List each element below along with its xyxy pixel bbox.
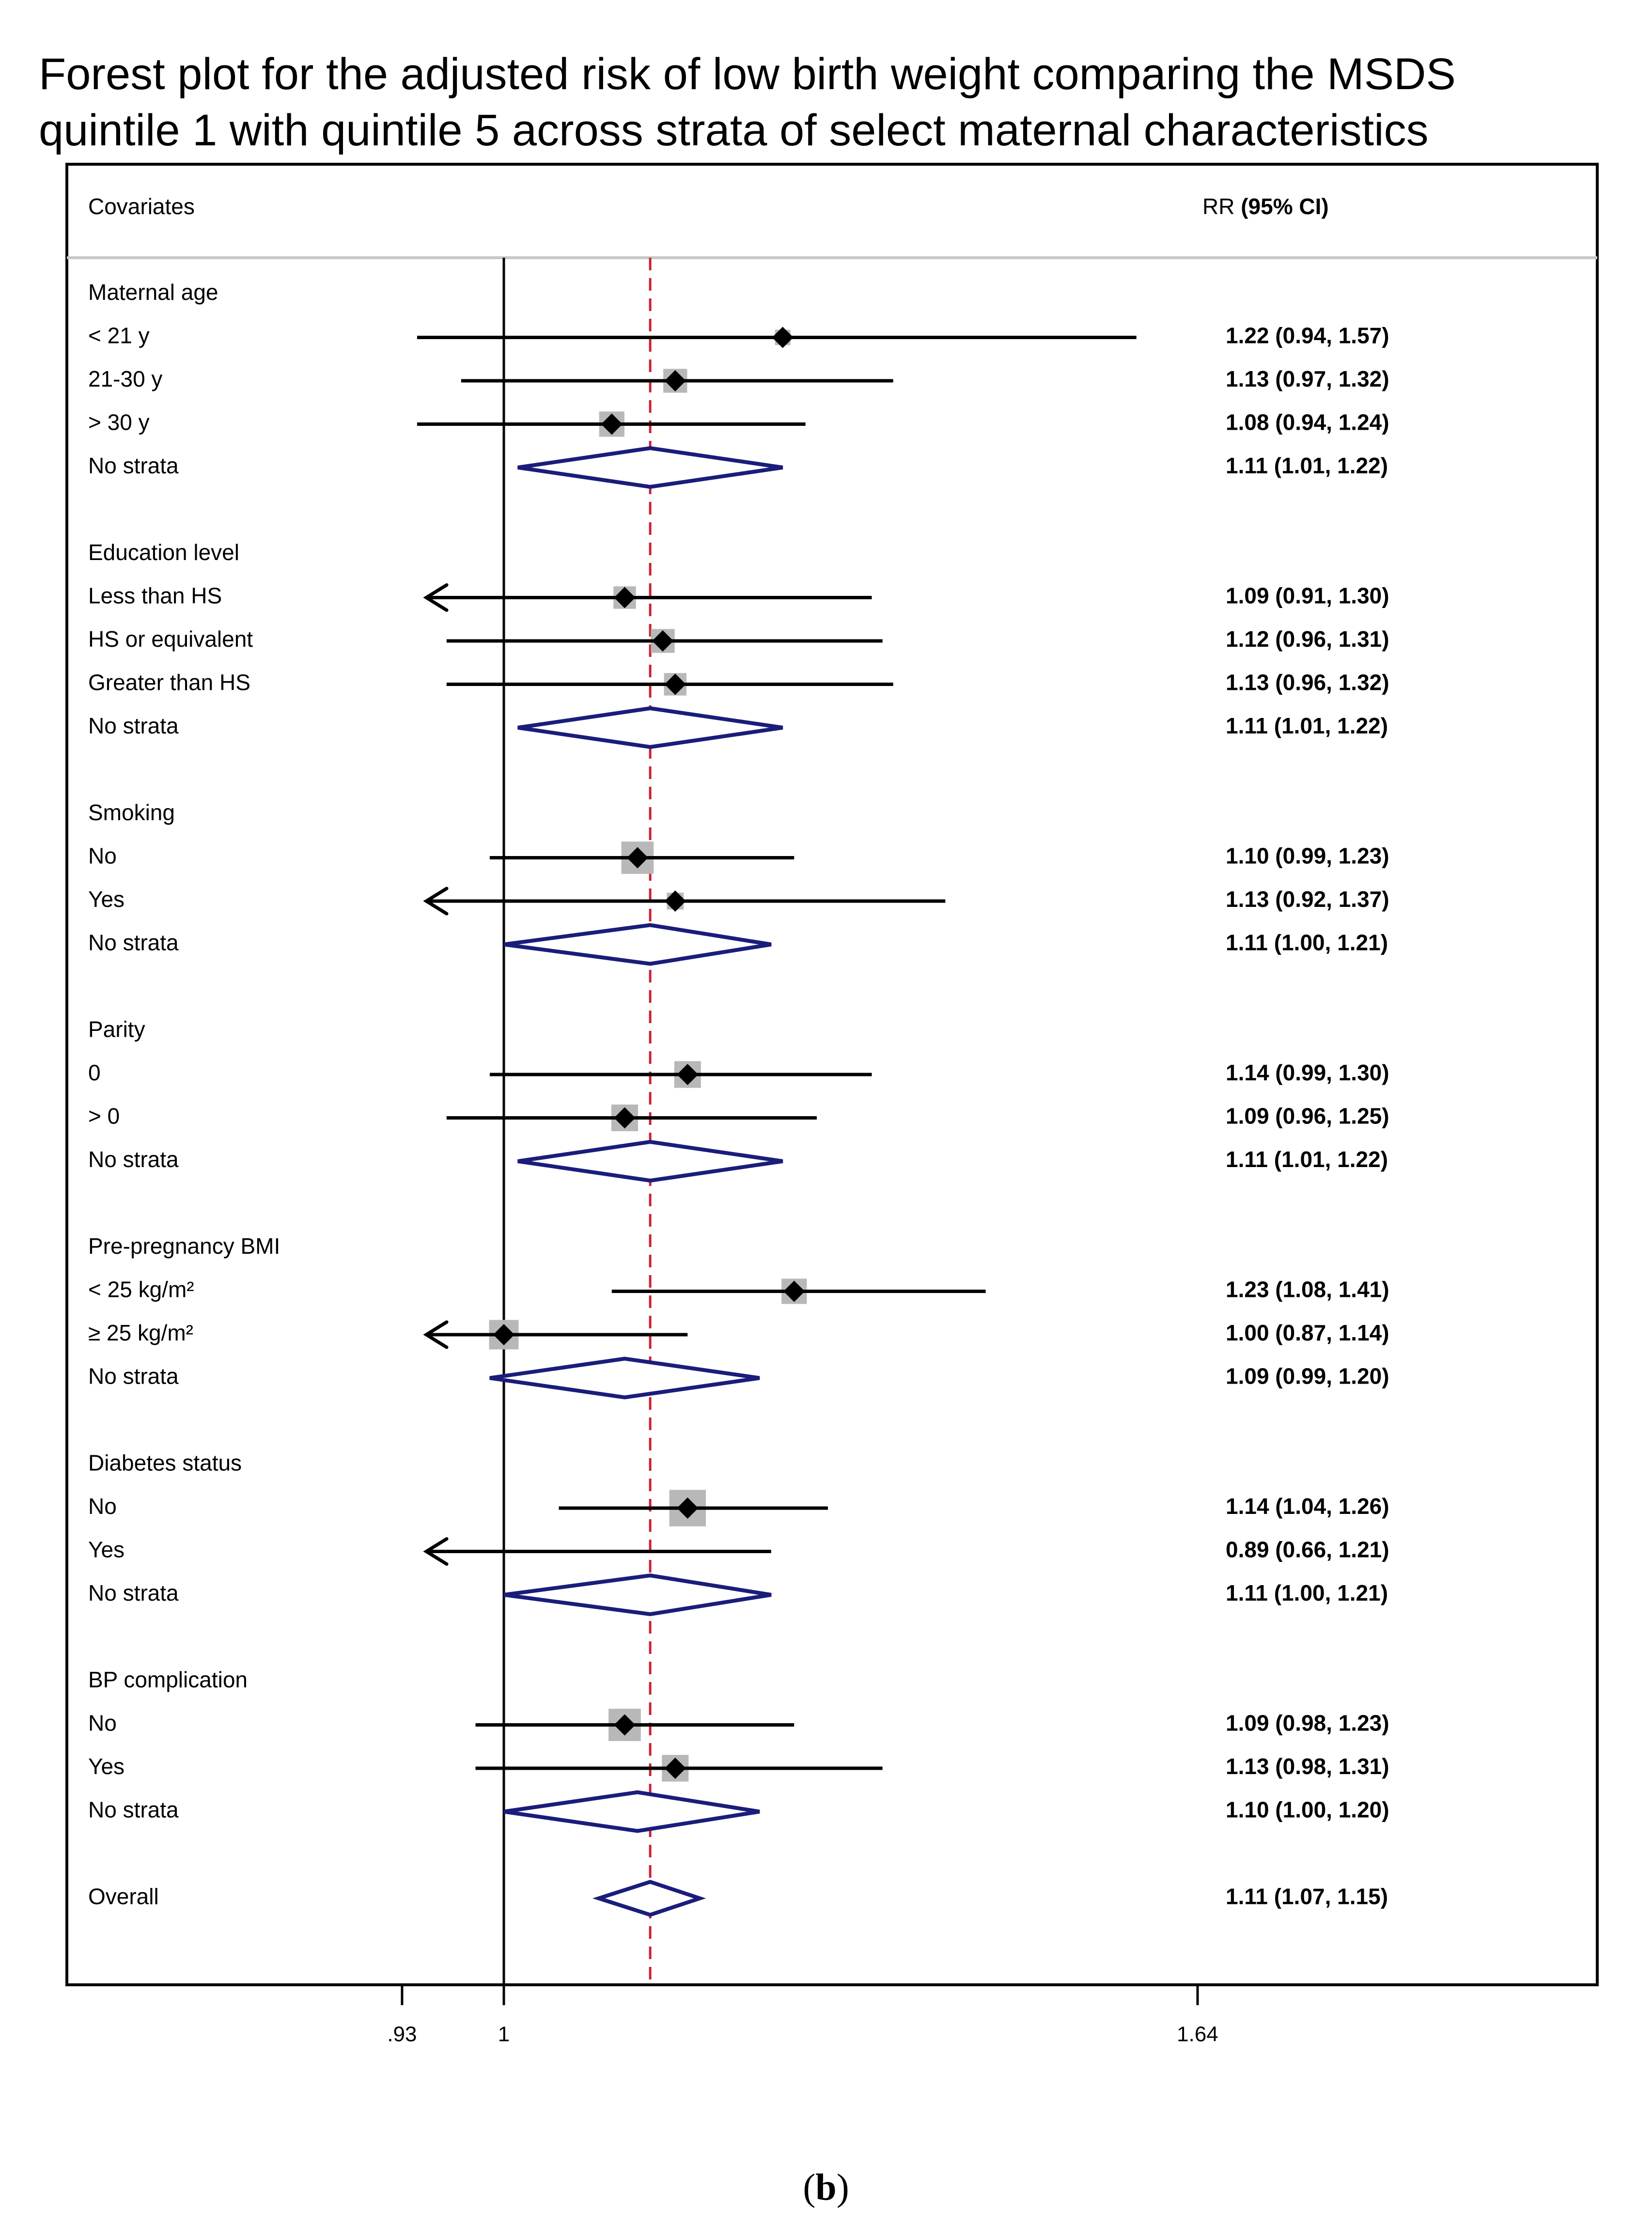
summary-label: No strata xyxy=(88,930,179,955)
ci-arrow xyxy=(423,887,449,916)
summary-ci-text: 1.11 (1.00, 1.21) xyxy=(1226,930,1388,955)
x-axis-tick-label: 1.64 xyxy=(1177,2023,1218,2046)
header-rr-ci: RR (95% CI) xyxy=(1202,194,1329,219)
row-label: Yes xyxy=(88,1754,125,1779)
ci-arrow xyxy=(423,1537,449,1566)
row-label: 21-30 y xyxy=(88,366,162,391)
x-axis-tick-label: .93 xyxy=(387,2023,417,2046)
row-label: Yes xyxy=(88,887,125,912)
estimate-ci-text: 1.13 (0.96, 1.32) xyxy=(1226,670,1389,695)
estimate-ci-text: 1.09 (0.96, 1.25) xyxy=(1226,1104,1389,1129)
point-estimate xyxy=(601,413,623,435)
point-estimate xyxy=(772,327,794,348)
group-label: Education level xyxy=(88,540,239,565)
summary-label: No strata xyxy=(88,713,179,738)
summary-ci-text: 1.10 (1.00, 1.20) xyxy=(1226,1797,1389,1823)
summary-diamond xyxy=(517,706,783,749)
group-label: Pre-pregnancy BMI xyxy=(88,1233,280,1259)
summary-label: No strata xyxy=(88,1797,179,1823)
row-label: 0 xyxy=(88,1060,101,1085)
row-label: Less than HS xyxy=(88,583,222,608)
plot-frame xyxy=(65,163,1599,1986)
point-estimate xyxy=(664,370,686,391)
summary-ci-text: 1.11 (1.01, 1.22) xyxy=(1226,453,1388,478)
ci-arrow xyxy=(423,1320,449,1349)
summary-label: No strata xyxy=(88,1147,179,1172)
summary-diamond xyxy=(517,446,783,489)
row-label: < 21 y xyxy=(88,323,150,348)
figure-caption: (b) xyxy=(0,2166,1652,2209)
group-label: Smoking xyxy=(88,800,175,825)
summary-diamond xyxy=(489,1356,760,1400)
point-estimate xyxy=(626,847,648,869)
summary-diamond xyxy=(503,923,772,966)
group-label: Parity xyxy=(88,1017,145,1042)
summary-diamond xyxy=(503,1790,760,1833)
estimate-ci-text: 1.13 (0.92, 1.37) xyxy=(1226,887,1389,912)
caption-close: ) xyxy=(836,2166,849,2208)
overall-diamond xyxy=(592,1880,706,1917)
overall-ci-text: 1.11 (1.07, 1.15) xyxy=(1226,1884,1388,1909)
summary-ci-text: 1.09 (0.99, 1.20) xyxy=(1226,1364,1389,1389)
overall-label: Overall xyxy=(88,1884,159,1909)
estimate-ci-text: 1.13 (0.97, 1.32) xyxy=(1226,366,1389,391)
point-estimate xyxy=(652,630,674,652)
row-label: > 0 xyxy=(88,1104,120,1129)
row-label: No xyxy=(88,1711,117,1736)
summary-ci-text: 1.11 (1.00, 1.21) xyxy=(1226,1580,1388,1605)
estimate-ci-text: 1.14 (0.99, 1.30) xyxy=(1226,1060,1389,1085)
estimate-ci-text: 1.00 (0.87, 1.14) xyxy=(1226,1320,1389,1345)
point-estimate xyxy=(614,1714,636,1736)
point-estimate xyxy=(493,1324,514,1345)
row-label: < 25 kg/m² xyxy=(88,1277,194,1302)
header-covariates: Covariates xyxy=(88,194,195,219)
estimate-ci-text: 1.09 (0.98, 1.23) xyxy=(1226,1711,1389,1736)
row-label: HS or equivalent xyxy=(88,626,253,652)
summary-ci-text: 1.11 (1.01, 1.22) xyxy=(1226,1147,1388,1172)
chart-title-line-1: Forest plot for the adjusted risk of low… xyxy=(39,49,1456,99)
row-label: Yes xyxy=(88,1537,125,1562)
group-label: Diabetes status xyxy=(88,1450,242,1476)
summary-label: No strata xyxy=(88,453,179,478)
row-label: Greater than HS xyxy=(88,670,250,695)
row-label: > 30 y xyxy=(88,410,150,435)
point-estimate xyxy=(783,1280,805,1302)
group-label: Maternal age xyxy=(88,280,218,305)
caption-open: ( xyxy=(803,2166,816,2208)
point-estimate xyxy=(677,1064,699,1085)
point-estimate xyxy=(614,1107,636,1129)
point-estimate xyxy=(664,1758,686,1779)
estimate-ci-text: 1.23 (1.08, 1.41) xyxy=(1226,1277,1389,1302)
estimate-ci-text: 1.13 (0.98, 1.31) xyxy=(1226,1754,1389,1779)
header-ci: (95% CI) xyxy=(1241,194,1328,219)
summary-diamond xyxy=(503,1573,772,1617)
header-rr: RR xyxy=(1202,194,1241,219)
estimate-ci-text: 1.22 (0.94, 1.57) xyxy=(1226,323,1389,348)
estimate-ci-text: 1.08 (0.94, 1.24) xyxy=(1226,410,1389,435)
point-estimate xyxy=(677,1497,699,1519)
row-label: No xyxy=(88,1494,117,1519)
row-label: No xyxy=(88,843,117,869)
summary-ci-text: 1.11 (1.01, 1.22) xyxy=(1226,713,1388,738)
caption-letter: b xyxy=(815,2166,837,2208)
estimate-ci-text: 1.12 (0.96, 1.31) xyxy=(1226,626,1389,652)
point-estimate xyxy=(614,587,636,608)
estimate-ci-text: 0.89 (0.66, 1.21) xyxy=(1226,1537,1389,1562)
summary-diamond xyxy=(517,1139,783,1183)
estimate-ci-text: 1.14 (1.04, 1.26) xyxy=(1226,1494,1389,1519)
estimate-ci-text: 1.10 (0.99, 1.23) xyxy=(1226,843,1389,869)
row-label: ≥ 25 kg/m² xyxy=(88,1320,193,1345)
x-axis-tick-label: 1 xyxy=(498,2023,510,2046)
ci-arrow xyxy=(423,583,449,612)
estimate-ci-text: 1.09 (0.91, 1.30) xyxy=(1226,583,1389,608)
summary-label: No strata xyxy=(88,1364,179,1389)
summary-label: No strata xyxy=(88,1580,179,1605)
forest-plot: Covariates RR (95% CI) Maternal age < 21 y 1… xyxy=(67,194,1597,2046)
chart-title: Forest plot for the adjusted risk of low… xyxy=(39,46,1456,158)
point-estimate xyxy=(664,890,686,912)
chart-title-line-2: quintile 1 with quintile 5 across strata… xyxy=(39,106,1429,155)
point-estimate xyxy=(664,673,686,695)
group-label: BP complication xyxy=(88,1667,248,1692)
